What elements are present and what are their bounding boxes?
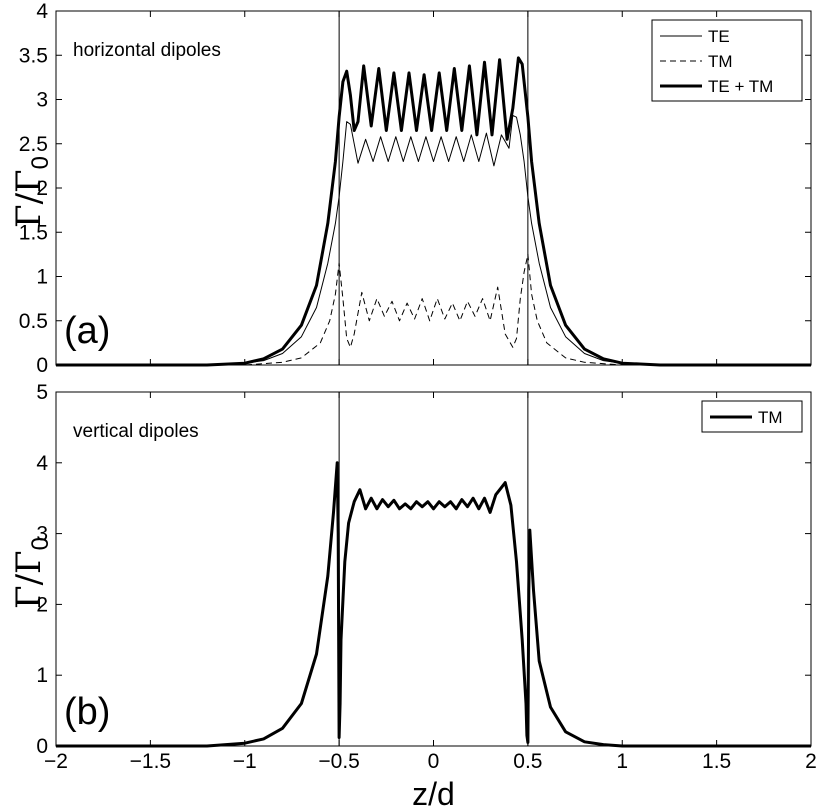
x-tick-label: 0: [428, 750, 440, 773]
y-tick-label: 1: [36, 266, 48, 289]
panel-a-ylabel-sub: 0: [27, 156, 54, 169]
x-tick-label: 1: [616, 750, 628, 773]
series-tm-line: [56, 253, 811, 366]
y-tick-label: 0: [36, 354, 48, 377]
y-tick-label: 0: [36, 735, 48, 758]
x-tick-label: 1.5: [702, 750, 731, 773]
panel-a-ylabel: Γ/Γ0: [9, 156, 54, 228]
y-tick-label: 1.5: [19, 221, 48, 244]
legend-label: TM: [708, 52, 733, 71]
legend-label: TM: [758, 408, 783, 427]
legend-label: TE + TM: [708, 77, 773, 96]
series-te-line: [56, 114, 811, 366]
y-tick-label: 3: [36, 89, 48, 112]
y-tick-label: 4: [36, 452, 48, 475]
x-axis-label: z/d: [412, 776, 455, 812]
y-tick-label: 5: [36, 381, 48, 404]
legend-label: TE: [708, 27, 730, 46]
panel-b-ylabel-sub: 0: [27, 537, 54, 550]
y-tick-label: 4: [36, 0, 48, 23]
panel-a-annotation: horizontal dipoles: [73, 40, 221, 61]
x-tick-label: −2: [44, 750, 68, 773]
y-tick-label: 2: [36, 593, 48, 616]
x-tick-label: −1.5: [130, 750, 171, 773]
panel-a-legend: TE TM TE + TM: [651, 19, 803, 102]
y-tick-label: 1: [36, 664, 48, 687]
y-tick-label: 2: [36, 177, 48, 200]
panel-a: 0 0.5 1 1.5 2 2.5 3 3.5 4 horizontal dipoles (a)…: [9, 0, 812, 377]
y-tick-label: 0.5: [19, 310, 48, 333]
series-tm-line: [56, 461, 811, 748]
y-tick-label: 3.5: [19, 44, 48, 67]
panel-b-label: (b): [64, 691, 110, 733]
panel-b-frame: [55, 391, 812, 747]
series-te-tm-line: [56, 56, 811, 367]
x-tick-label: −1: [233, 750, 257, 773]
panel-b-annotation: vertical dipoles: [73, 421, 199, 442]
y-tick-label: 2.5: [19, 133, 48, 156]
x-tick-label: 2: [805, 750, 817, 773]
panel-a-label: (a): [64, 310, 110, 352]
panel-b-legend: TM: [701, 400, 803, 433]
panel-b: 0 1 2 3 4 5 −2 −1.5 −1 −0.5 0 0.5 1 1.5 2 vertical di…: [9, 381, 817, 812]
y-tick-label: 3: [36, 523, 48, 546]
panel-a-ylabel-main: Γ/Γ: [9, 169, 49, 228]
x-tick-label: −0.5: [318, 750, 359, 773]
panel-b-ylabel-main: Γ/Γ: [9, 550, 49, 609]
x-tick-label: 0.5: [513, 750, 542, 773]
panel-b-ylabel: Γ/Γ0: [9, 537, 54, 609]
